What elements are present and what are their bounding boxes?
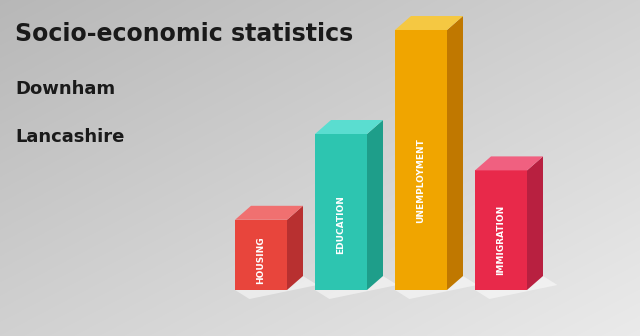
Polygon shape — [315, 276, 397, 299]
Text: HOUSING: HOUSING — [257, 237, 266, 284]
Text: Socio-economic statistics: Socio-economic statistics — [15, 22, 353, 46]
Polygon shape — [235, 206, 303, 220]
Polygon shape — [395, 30, 447, 290]
Polygon shape — [475, 156, 543, 170]
Polygon shape — [475, 276, 557, 299]
Text: Downham: Downham — [15, 80, 115, 98]
Text: UNEMPLOYMENT: UNEMPLOYMENT — [417, 138, 426, 223]
Polygon shape — [235, 220, 287, 290]
Polygon shape — [287, 206, 303, 290]
Polygon shape — [527, 156, 543, 290]
Polygon shape — [395, 16, 463, 30]
Text: Lancashire: Lancashire — [15, 128, 124, 146]
Polygon shape — [475, 170, 527, 290]
Polygon shape — [315, 120, 383, 134]
Text: IMMIGRATION: IMMIGRATION — [497, 205, 506, 275]
Polygon shape — [315, 134, 367, 290]
Polygon shape — [367, 120, 383, 290]
Text: EDUCATION: EDUCATION — [337, 195, 346, 254]
Polygon shape — [395, 276, 477, 299]
Polygon shape — [235, 276, 317, 299]
Polygon shape — [447, 16, 463, 290]
